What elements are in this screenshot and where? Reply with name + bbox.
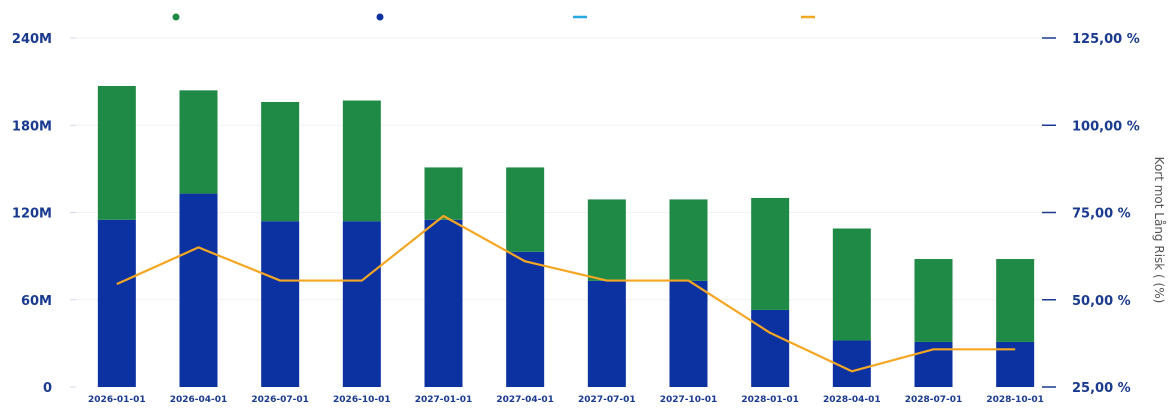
bars xyxy=(97,85,1035,387)
line-series-3 xyxy=(116,214,1016,373)
bar-long-2026-07-01 xyxy=(261,221,300,387)
right-tick-label: 25,00 % xyxy=(1072,381,1131,396)
legend xyxy=(172,13,815,21)
x-tick-label: 2026-10-01 xyxy=(333,395,391,405)
x-tick-label: 2026-01-01 xyxy=(88,395,146,405)
bar-short-2027-01-01 xyxy=(424,167,463,220)
bar-short-2028-01-01 xyxy=(751,197,790,310)
left-tick-label: 60M xyxy=(21,294,52,309)
bar-short-2027-07-01 xyxy=(587,199,626,281)
x-tick-label: 2027-04-01 xyxy=(496,395,554,405)
bar-long-2028-01-01 xyxy=(751,309,790,387)
bar-short-2026-10-01 xyxy=(342,100,381,222)
x-axis: 2026-01-01 2026-04-01 2026-07-01 2026-10-01… xyxy=(88,395,1044,405)
bar-long-2026-10-01 xyxy=(342,221,381,387)
bar-short-2027-10-01 xyxy=(669,199,708,281)
x-tick-label: 2026-04-01 xyxy=(170,395,228,405)
bar-short-2028-10-01 xyxy=(996,259,1035,342)
x-tick-label: 2028-07-01 xyxy=(905,395,963,405)
right-tick-label: 100,00 % xyxy=(1072,119,1140,134)
right-axis-title: Kort mot Lång Risk ( (%) xyxy=(1152,157,1166,304)
x-tick-label: 2026-07-01 xyxy=(251,395,309,405)
bar-short-2028-07-01 xyxy=(914,259,953,342)
left-tick-label: 240M xyxy=(12,32,52,47)
right-axis: 25,00 % 50,00 % 75,00 % 100,00 % 125,00 % xyxy=(1042,32,1140,396)
bar-long-2026-04-01 xyxy=(179,193,218,387)
bar-short-2026-04-01 xyxy=(179,90,218,194)
bar-long-2027-01-01 xyxy=(424,219,463,387)
bar-long-2027-04-01 xyxy=(506,251,545,387)
bar-short-2027-04-01 xyxy=(506,167,545,252)
x-tick-label: 2027-10-01 xyxy=(660,395,718,405)
left-tick-label: 120M xyxy=(12,207,52,222)
bar-long-2026-01-01 xyxy=(97,219,136,387)
lines xyxy=(116,214,1016,373)
right-tick-label: 75,00 % xyxy=(1072,207,1131,222)
bar-long-2027-10-01 xyxy=(669,280,708,387)
legend-marker-0 xyxy=(172,13,180,21)
bar-long-2028-04-01 xyxy=(832,340,871,387)
x-tick-label: 2027-01-01 xyxy=(415,395,473,405)
bar-short-2028-04-01 xyxy=(832,228,871,341)
bar-short-2026-01-01 xyxy=(97,85,136,220)
x-tick-label: 2028-01-01 xyxy=(741,395,799,405)
bar-long-2027-07-01 xyxy=(587,280,626,387)
gridlines xyxy=(76,37,1056,301)
x-tick-label: 2028-10-01 xyxy=(986,395,1044,405)
left-axis: 0 60M 120M 180M 240M xyxy=(12,32,76,396)
x-tick-label: 2027-07-01 xyxy=(578,395,636,405)
right-tick-label: 50,00 % xyxy=(1072,294,1131,309)
left-tick-label: 0 xyxy=(43,381,52,396)
legend-marker-1 xyxy=(376,13,384,21)
x-tick-label: 2028-04-01 xyxy=(823,395,881,405)
right-tick-label: 125,00 % xyxy=(1072,32,1140,47)
bar-short-2026-07-01 xyxy=(261,101,300,222)
left-tick-label: 180M xyxy=(12,119,52,134)
